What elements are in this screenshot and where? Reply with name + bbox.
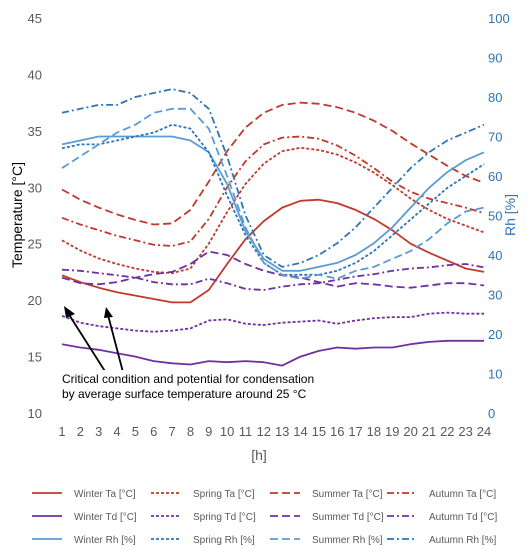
left-tick-label: 30	[28, 180, 42, 195]
annotation-arrowhead-2	[104, 307, 113, 318]
series-line-7	[61, 250, 485, 289]
right-tick-label: 50	[488, 209, 502, 224]
x-tick-label: 10	[220, 424, 234, 439]
left-axis-title: Temperature [°C]	[9, 162, 25, 268]
right-tick-label: 10	[488, 367, 502, 382]
x-tick-label: 15	[312, 424, 326, 439]
left-tick-label: 25	[28, 237, 42, 252]
x-tick-label: 18	[367, 424, 381, 439]
x-tick-label: 8	[187, 424, 194, 439]
series-line-9	[61, 135, 485, 272]
right-tick-label: 90	[488, 51, 502, 66]
left-tick-label: 10	[28, 406, 42, 421]
left-axis-ticks: 10 15 20 25 30 35 40 45	[28, 11, 42, 421]
right-tick-label: 100	[488, 11, 510, 26]
x-axis-title: [h]	[251, 447, 267, 463]
x-tick-label: 7	[168, 424, 175, 439]
right-tick-label: 80	[488, 90, 502, 105]
series-line-8	[61, 263, 485, 291]
right-tick-label: 30	[488, 288, 502, 303]
right-tick-label: 60	[488, 169, 502, 184]
legend-label: Winter Ta [°C]	[74, 489, 136, 500]
legend-label: Autumn Td [°C]	[429, 512, 498, 523]
x-tick-label: 5	[132, 424, 139, 439]
x-tick-label: 19	[385, 424, 399, 439]
right-axis-ticks: 0 10 20 30 40 50 60 70 80 90 100	[488, 11, 510, 421]
legend-label: Winter Td [°C]	[74, 512, 137, 523]
right-tick-label: 0	[488, 406, 495, 421]
x-tick-label: 22	[440, 424, 454, 439]
right-tick-label: 20	[488, 327, 502, 342]
x-tick-label: 14	[293, 424, 307, 439]
legend-label: Winter Rh [%]	[74, 535, 136, 546]
x-tick-label: 12	[257, 424, 271, 439]
legend-label: Spring Ta [°C]	[193, 489, 255, 500]
legend-label: Autumn Rh [%]	[429, 535, 496, 546]
x-tick-label: 17	[348, 424, 362, 439]
series-line-4	[61, 135, 485, 247]
x-tick-label: 21	[422, 424, 436, 439]
annotation-arrow-2	[107, 314, 125, 377]
x-tick-label: 20	[403, 424, 417, 439]
left-tick-label: 45	[28, 11, 42, 26]
right-tick-label: 40	[488, 248, 502, 263]
legend-label: Spring Rh [%]	[193, 535, 255, 546]
left-tick-label: 40	[28, 67, 42, 82]
x-tick-label: 4	[113, 424, 120, 439]
legend-label: Summer Rh [%]	[312, 535, 383, 546]
annotation: Critical condition and potential for con…	[58, 306, 320, 402]
left-tick-label: 15	[28, 350, 42, 365]
x-tick-label: 11	[239, 424, 253, 439]
series-line-11	[61, 107, 485, 280]
x-tick-label: 1	[58, 424, 65, 439]
legend-label: Autumn Ta [°C]	[429, 489, 496, 500]
x-tick-label: 3	[95, 424, 102, 439]
series-line-1	[61, 198, 485, 304]
right-tick-label: 70	[488, 130, 502, 145]
series-line-10	[61, 123, 485, 276]
left-tick-label: 20	[28, 293, 42, 308]
left-tick-label: 35	[28, 124, 42, 139]
x-tick-label: 24	[477, 424, 491, 439]
x-tick-label: 2	[77, 424, 84, 439]
legend-label: Spring Td [°C]	[193, 512, 256, 523]
annotation-arrow-1	[67, 312, 109, 377]
legend-label: Summer Td [°C]	[312, 512, 384, 523]
right-axis-title: Rh [%]	[502, 194, 518, 236]
series-line-3	[61, 101, 485, 226]
x-tick-label: 23	[458, 424, 472, 439]
x-tick-label: 9	[205, 424, 212, 439]
x-tick-label: 13	[275, 424, 289, 439]
series-line-6	[61, 311, 484, 333]
legend: Winter Ta [°C] Spring Ta [°C] Summer Ta [°…	[32, 489, 498, 546]
series-line-12	[61, 88, 485, 268]
series-line-2	[61, 146, 485, 275]
legend-label: Summer Ta [°C]	[312, 489, 383, 500]
annotation-text-background	[58, 370, 320, 402]
annotation-text-line-1: Critical condition and potential for con…	[62, 372, 314, 386]
series-line-5	[61, 339, 484, 367]
x-tick-label: 6	[150, 424, 157, 439]
annotation-text-line-2: by average surface temperature around 25…	[62, 387, 307, 401]
series-lines	[61, 88, 485, 367]
x-tick-label: 16	[330, 424, 344, 439]
annotation-arrowhead-1	[64, 306, 75, 318]
x-axis-ticks: 1 2 3 4 5 6 7 8 9 10 11 12 13 14 15 16 17 18 19 20 21 22 23 24	[58, 424, 491, 439]
